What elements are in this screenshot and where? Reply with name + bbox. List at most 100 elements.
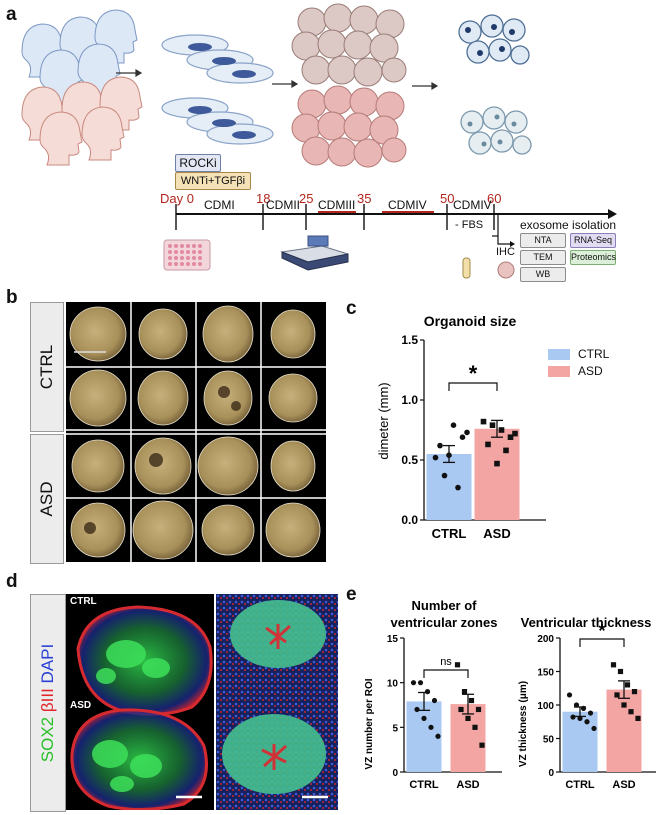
data-point — [625, 682, 630, 687]
bar-asd — [607, 690, 642, 772]
y-tick-label: 150 — [537, 668, 554, 679]
organoid-cluster-ctrl-icon — [292, 4, 406, 86]
chart-vz-number: Number of ventricular zones VZ number pe… — [352, 596, 512, 814]
data-point — [437, 443, 443, 449]
exosome-cluster-ctrl-icon — [459, 15, 529, 64]
asd-donors-icon — [22, 77, 142, 165]
data-point — [451, 422, 457, 428]
y-tick-label: 1.5 — [401, 333, 418, 347]
organoid-image — [202, 505, 254, 555]
if-image-right — [216, 594, 338, 810]
data-point — [567, 692, 572, 697]
data-point — [574, 702, 579, 707]
legend-text-ctrl: CTRL — [578, 347, 609, 361]
y-axis-label: VZ number per ROI — [364, 678, 375, 769]
y-axis-label: VZ thickness (μm) — [518, 681, 529, 767]
data-point — [479, 743, 484, 748]
y-tick-label: 1.0 — [401, 393, 418, 407]
assay-tem: TEM — [520, 250, 566, 265]
data-point — [435, 734, 440, 739]
stain-dapi: DAPI — [38, 644, 57, 684]
organoid-image — [271, 310, 315, 358]
data-point — [418, 680, 423, 685]
data-point — [635, 716, 640, 721]
organoid-image — [269, 374, 317, 422]
data-point — [414, 707, 419, 712]
culture-dishes-icon — [162, 35, 273, 144]
data-point — [411, 680, 416, 685]
organoid-image — [198, 437, 258, 495]
stain-biii: βIII — [38, 688, 57, 712]
bar-asd — [475, 429, 520, 520]
data-point — [512, 431, 518, 437]
x-tick-label: ASD — [456, 779, 479, 791]
x-tick-label: CTRL — [565, 779, 595, 791]
organoid-image — [135, 438, 191, 494]
stage-cdmiv-fbs: CDMIV — [453, 198, 492, 212]
data-point — [588, 710, 593, 715]
data-point — [481, 419, 487, 425]
data-point — [421, 716, 426, 721]
plot-area: 0.0 0.5 1.0 1.5 CTRL ASD * — [401, 333, 546, 541]
legend-item-ctrl: CTRL — [548, 346, 609, 363]
data-point — [462, 689, 467, 694]
significance-bracket — [424, 670, 468, 678]
y-tick-label: 5 — [392, 723, 398, 734]
y-tick-label: 200 — [537, 634, 554, 645]
if-label-asd: ASD — [70, 700, 91, 711]
ihc-label: IHC — [496, 246, 515, 258]
data-point — [591, 726, 596, 731]
chart-organoid-size: Organoid size dimeter (mm) 0.00.51.01.5C… — [346, 306, 664, 562]
y-tick-label: 0.0 — [401, 513, 418, 527]
data-point — [570, 714, 575, 719]
exosome-cluster-asd-icon — [461, 107, 531, 154]
y-tick-label: 15 — [387, 634, 399, 645]
panel-letter-b: b — [6, 287, 18, 309]
data-point — [455, 662, 460, 667]
x-tick-label: CTRL — [432, 526, 467, 541]
assay-nta: NTA — [520, 233, 566, 248]
group-label-asd-text: ASD — [37, 482, 57, 517]
data-point — [460, 434, 466, 440]
data-point — [433, 455, 439, 461]
assay-wb: WB — [520, 267, 566, 282]
stage-cdmiii: CDMIII — [318, 198, 355, 212]
stage-cdmii: CDMII — [266, 198, 300, 212]
significance-label: * — [598, 621, 605, 641]
panel-letter-d: d — [6, 571, 18, 593]
y-axis-label: dimeter (mm) — [376, 382, 391, 459]
organoid-image — [203, 306, 253, 362]
legend-swatch-ctrl — [548, 349, 570, 360]
orbital-shaker-icon — [282, 236, 348, 270]
plot-area: 0 50 100 150 200 CTRL ASD * — [537, 621, 656, 791]
organoid-photo-grid — [66, 302, 326, 562]
significance-label: ns — [440, 656, 452, 668]
data-point — [490, 422, 496, 428]
organoid-image — [139, 309, 187, 359]
organoid-image — [266, 503, 320, 557]
group-label-ctrl-text: CTRL — [37, 345, 57, 389]
data-point — [581, 706, 586, 711]
data-point — [628, 709, 633, 714]
if-image-left: CTRL ASD — [66, 594, 214, 810]
data-point — [432, 698, 437, 703]
x-tick-label: ASD — [483, 526, 510, 541]
chart-title: Ventricular thickness — [521, 615, 652, 630]
stain-label: SOX2 βIII DAPI — [30, 594, 66, 812]
data-point — [584, 719, 589, 724]
organoid-image — [133, 501, 193, 559]
chart-vz-thickness: Ventricular thickness VZ thickness (μm) … — [508, 596, 664, 814]
data-point — [442, 473, 448, 479]
data-point — [469, 698, 474, 703]
data-point — [494, 461, 500, 467]
y-tick-label: 50 — [543, 735, 555, 746]
organoid-image — [70, 307, 126, 361]
organoid-image — [72, 440, 124, 492]
data-point — [446, 452, 452, 458]
stain-sox2: SOX2 — [38, 717, 57, 762]
rocki-label: ROCKi — [175, 154, 221, 172]
data-point — [614, 692, 619, 697]
data-point — [618, 669, 623, 674]
legend-text-asd: ASD — [578, 364, 603, 378]
organoid-image — [204, 371, 252, 425]
